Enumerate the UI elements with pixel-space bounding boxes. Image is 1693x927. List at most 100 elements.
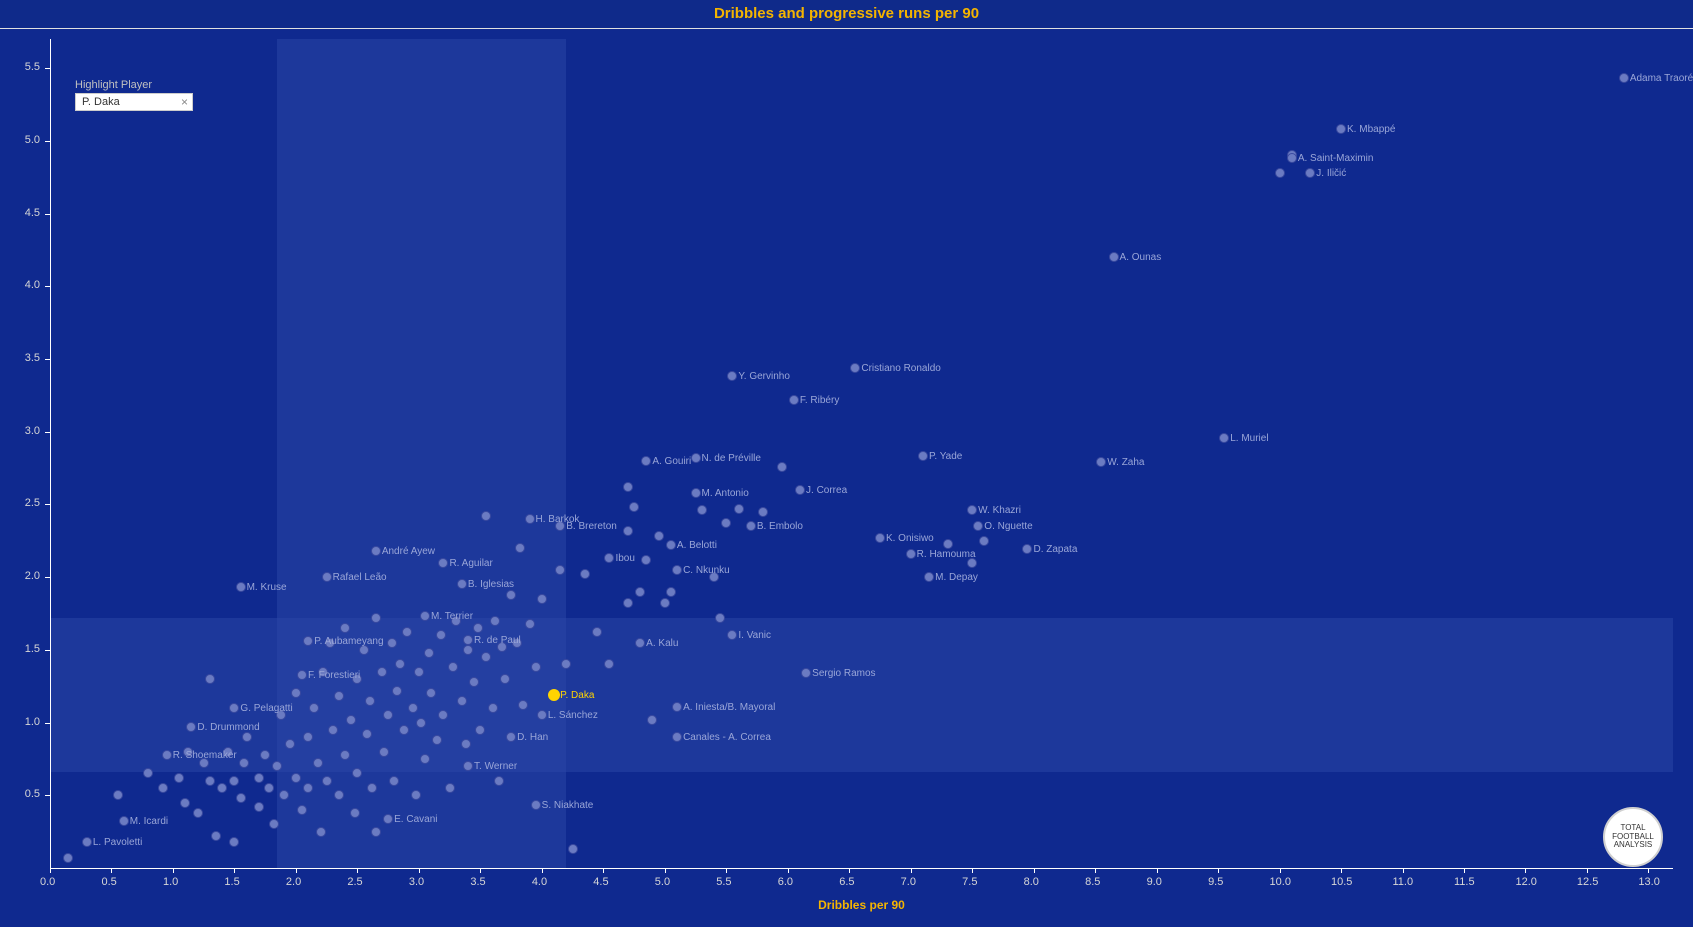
scatter-point[interactable]	[518, 700, 528, 710]
scatter-point[interactable]	[260, 750, 270, 760]
scatter-point[interactable]	[340, 750, 350, 760]
scatter-point[interactable]	[174, 773, 184, 783]
scatter-point[interactable]	[777, 462, 787, 472]
scatter-point[interactable]	[691, 453, 701, 463]
scatter-point[interactable]	[1022, 544, 1032, 554]
scatter-point[interactable]	[457, 696, 467, 706]
scatter-point[interactable]	[346, 715, 356, 725]
scatter-point[interactable]	[309, 703, 319, 713]
scatter-point[interactable]	[239, 758, 249, 768]
scatter-point[interactable]	[481, 511, 491, 521]
scatter-point[interactable]	[438, 710, 448, 720]
scatter-point[interactable]	[660, 598, 670, 608]
scatter-point[interactable]	[264, 783, 274, 793]
scatter-point[interactable]	[604, 553, 614, 563]
scatter-point[interactable]	[647, 715, 657, 725]
scatter-point[interactable]	[303, 636, 313, 646]
scatter-point[interactable]	[506, 590, 516, 600]
scatter-point[interactable]	[1275, 168, 1285, 178]
scatter-point[interactable]	[63, 853, 73, 863]
scatter-point[interactable]	[475, 725, 485, 735]
scatter-point[interactable]	[1096, 457, 1106, 467]
scatter-point[interactable]	[340, 623, 350, 633]
scatter-point[interactable]	[592, 627, 602, 637]
scatter-point[interactable]	[223, 747, 233, 757]
scatter-point[interactable]	[531, 662, 541, 672]
scatter-point[interactable]	[432, 735, 442, 745]
scatter-point[interactable]	[352, 674, 362, 684]
scatter-point[interactable]	[377, 667, 387, 677]
scatter-point[interactable]	[269, 819, 279, 829]
scatter-point[interactable]	[414, 667, 424, 677]
scatter-point[interactable]	[322, 572, 332, 582]
scatter-point[interactable]	[389, 776, 399, 786]
scatter-point[interactable]	[183, 747, 193, 757]
scatter-point[interactable]	[119, 816, 129, 826]
filter-value-pill[interactable]: P. Daka ×	[75, 93, 193, 111]
scatter-point[interactable]	[193, 808, 203, 818]
scatter-point[interactable]	[635, 638, 645, 648]
scatter-point[interactable]	[162, 750, 172, 760]
scatter-point[interactable]	[463, 761, 473, 771]
scatter-point[interactable]	[580, 569, 590, 579]
scatter-point[interactable]	[488, 703, 498, 713]
scatter-point[interactable]	[180, 798, 190, 808]
scatter-point[interactable]	[211, 831, 221, 841]
scatter-point[interactable]	[672, 732, 682, 742]
scatter-point[interactable]	[445, 783, 455, 793]
scatter-point[interactable]	[254, 773, 264, 783]
scatter-point[interactable]	[416, 718, 426, 728]
scatter-point[interactable]	[641, 555, 651, 565]
scatter-point[interactable]	[943, 539, 953, 549]
scatter-point[interactable]	[318, 667, 328, 677]
scatter-point[interactable]	[469, 677, 479, 687]
scatter-point[interactable]	[411, 790, 421, 800]
scatter-point[interactable]	[387, 638, 397, 648]
scatter-point[interactable]	[604, 659, 614, 669]
scatter-point[interactable]	[303, 783, 313, 793]
scatter-point[interactable]	[402, 627, 412, 637]
scatter-point[interactable]	[420, 754, 430, 764]
scatter-point[interactable]	[1109, 252, 1119, 262]
scatter-point[interactable]	[461, 739, 471, 749]
scatter-point[interactable]	[229, 837, 239, 847]
highlighted-point[interactable]	[548, 689, 560, 701]
scatter-point[interactable]	[254, 802, 264, 812]
scatter-point[interactable]	[967, 505, 977, 515]
scatter-point[interactable]	[451, 616, 461, 626]
scatter-point[interactable]	[285, 739, 295, 749]
scatter-point[interactable]	[709, 572, 719, 582]
scatter-point[interactable]	[500, 674, 510, 684]
scatter-point[interactable]	[448, 662, 458, 672]
scatter-point[interactable]	[383, 814, 393, 824]
scatter-point[interactable]	[297, 670, 307, 680]
scatter-point[interactable]	[875, 533, 885, 543]
scatter-point[interactable]	[426, 688, 436, 698]
scatter-point[interactable]	[795, 485, 805, 495]
scatter-point[interactable]	[158, 783, 168, 793]
scatter-point[interactable]	[205, 776, 215, 786]
scatter-point[interactable]	[672, 702, 682, 712]
scatter-point[interactable]	[424, 648, 434, 658]
scatter-point[interactable]	[721, 518, 731, 528]
scatter-point[interactable]	[236, 793, 246, 803]
scatter-point[interactable]	[525, 619, 535, 629]
scatter-point[interactable]	[672, 565, 682, 575]
scatter-point[interactable]	[313, 758, 323, 768]
scatter-point[interactable]	[457, 579, 467, 589]
scatter-point[interactable]	[325, 638, 335, 648]
scatter-point[interactable]	[568, 844, 578, 854]
scatter-point[interactable]	[408, 703, 418, 713]
scatter-point[interactable]	[555, 565, 565, 575]
scatter-point[interactable]	[143, 768, 153, 778]
scatter-point[interactable]	[746, 521, 756, 531]
scatter-point[interactable]	[561, 659, 571, 669]
scatter-point[interactable]	[525, 514, 535, 524]
scatter-point[interactable]	[979, 536, 989, 546]
scatter-point[interactable]	[734, 504, 744, 514]
scatter-point[interactable]	[186, 722, 196, 732]
scatter-point[interactable]	[497, 642, 507, 652]
scatter-point[interactable]	[392, 686, 402, 696]
scatter-point[interactable]	[371, 827, 381, 837]
scatter-point[interactable]	[350, 808, 360, 818]
